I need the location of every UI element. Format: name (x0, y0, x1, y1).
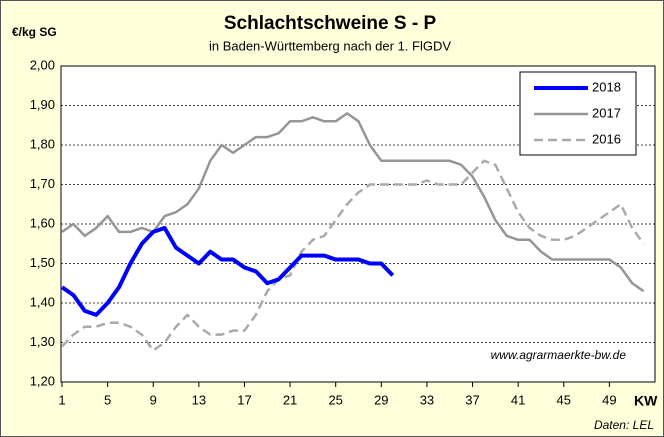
y-axis-label: €/kg SG (12, 25, 57, 39)
legend-label: 2016 (592, 131, 621, 146)
chart-title: Schlachtschweine S - P (224, 13, 437, 34)
legend-label: 2018 (592, 79, 621, 94)
legend-label: 2017 (592, 105, 621, 120)
y-tick-label: 1,80 (30, 136, 55, 151)
x-tick-label: 1 (58, 392, 65, 407)
chart-subtitle: in Baden-Württemberg nach der 1. FlGDV (209, 38, 451, 53)
x-tick-label: 17 (237, 392, 251, 407)
x-tick-label: 41 (511, 392, 525, 407)
x-tick-label: 21 (283, 392, 297, 407)
x-tick-label: 37 (465, 392, 479, 407)
line-series (61, 159, 645, 352)
y-tick-label: 1,30 (30, 334, 55, 349)
y-tick-label: 1,50 (30, 255, 55, 270)
data-source: Daten: LEL (594, 418, 654, 432)
x-tick-label: 5 (104, 392, 111, 407)
x-tick-label: 29 (374, 392, 388, 407)
y-tick-label: 1,90 (30, 97, 55, 112)
x-tick-label: 13 (192, 392, 206, 407)
y-tick-label: 2,00 (30, 57, 55, 72)
line-series (61, 112, 645, 293)
line-series (60, 225, 395, 317)
y-tick-label: 1,20 (30, 373, 55, 388)
y-tick-label: 1,70 (30, 176, 55, 191)
x-tick-label: 25 (328, 392, 342, 407)
x-tick-label: 9 (150, 392, 157, 407)
y-tick-label: 1,40 (30, 294, 55, 309)
source-url: www.agrarmaerkte-bw.de (491, 348, 627, 362)
y-tick-label: 1,60 (30, 215, 55, 230)
x-tick-label: 45 (557, 392, 571, 407)
x-tick-label: 33 (420, 392, 434, 407)
x-axis-label: KW (634, 393, 658, 409)
x-tick-label: 49 (602, 392, 616, 407)
